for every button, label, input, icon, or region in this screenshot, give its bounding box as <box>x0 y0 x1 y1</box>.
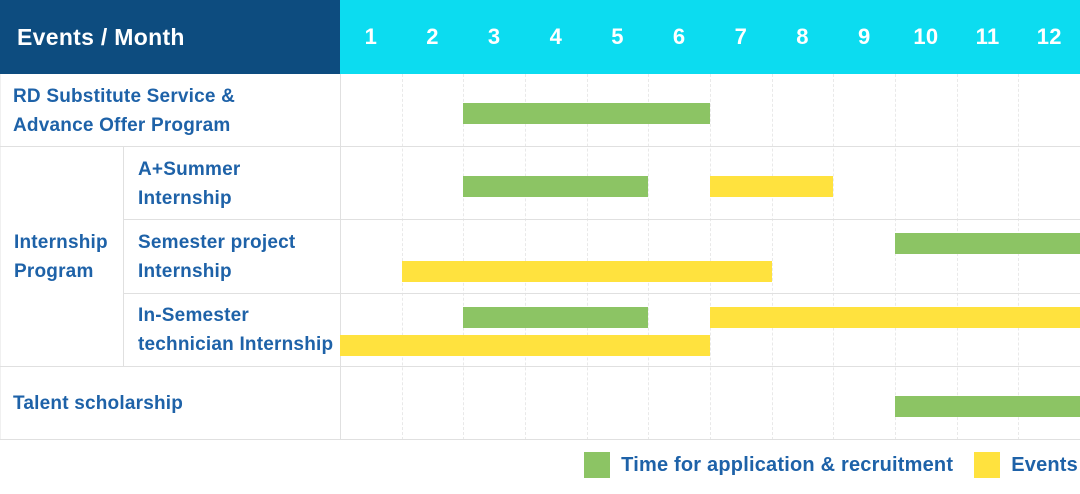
month-gridline <box>895 74 896 440</box>
gantt-bar-application <box>895 395 1080 417</box>
row-label: RD Substitute Service & Advance Offer Pr… <box>0 74 340 147</box>
month-gridline <box>1018 74 1020 440</box>
month-header-cell: 7 <box>734 24 748 49</box>
month-header-cell: 2 <box>426 24 439 49</box>
row-label-text: Talent scholarship <box>13 392 184 414</box>
month-header-row: 1 2 3 4 5 6 7 8 9 10 11 12 <box>340 0 1080 74</box>
month-header-cell: 11 <box>975 24 1000 49</box>
gantt-bar-events <box>710 176 834 198</box>
gantt-bar-application <box>463 176 649 198</box>
month-gridline <box>525 74 526 440</box>
legend-label: Time for application & recruitment <box>621 453 954 476</box>
gantt-bar-application <box>463 306 649 328</box>
row-divider <box>0 146 1080 148</box>
gantt-bar-events <box>710 306 1080 328</box>
page-title: Events / Month <box>17 23 185 50</box>
month-gridline <box>648 74 650 440</box>
row-divider <box>124 292 1080 294</box>
row-label: A+Summer Internship <box>124 147 340 220</box>
table-header-title: Events / Month <box>0 0 340 74</box>
row-label-text: RD Substitute Service & Advance Offer Pr… <box>13 85 236 136</box>
gantt-bar-events <box>340 334 710 356</box>
label-chart-divider <box>340 74 341 440</box>
legend-label: Events <box>1011 453 1078 476</box>
month-header-cell: 5 <box>611 24 624 49</box>
gantt-bar-application <box>895 233 1080 255</box>
gantt-bar-application <box>463 103 710 124</box>
table-left-border <box>0 74 1 440</box>
month-gridline <box>710 74 711 440</box>
gantt-bar-events <box>401 261 772 283</box>
month-header-cell: 1 <box>364 24 378 49</box>
row-label: Semester project Internship <box>124 220 340 293</box>
row-label-text: A+Summer Internship <box>138 158 241 209</box>
month-gridline <box>833 74 835 440</box>
month-header-cell: 3 <box>487 24 501 49</box>
month-gridline <box>401 74 403 440</box>
row-divider <box>0 365 1080 367</box>
legend-item-application: Time for application & recruitment <box>584 452 953 478</box>
row-label-text: In-Semester technician Internship <box>138 305 334 356</box>
month-gridline <box>771 74 773 440</box>
group-label: Internship Program <box>0 147 124 367</box>
legend-swatch-events-icon <box>974 452 1001 478</box>
row-divider <box>0 439 1080 440</box>
month-header-cell: 4 <box>549 24 563 49</box>
row-label: In-Semester technician Internship <box>124 294 340 367</box>
month-gridline <box>463 74 465 440</box>
legend: Time for application & recruitment Events <box>563 452 1078 478</box>
month-header-cell: 12 <box>1036 24 1062 49</box>
row-divider <box>124 219 1080 221</box>
month-header-cell: 8 <box>796 24 809 49</box>
month-header-cell: 6 <box>672 24 686 49</box>
month-gridline <box>956 74 958 440</box>
legend-swatch-application-icon <box>584 452 611 478</box>
month-header-cell: 10 <box>913 24 939 49</box>
legend-item-events: Events <box>974 452 1078 478</box>
month-header-cell: 9 <box>857 24 871 49</box>
group-label-text: Internship Program <box>14 231 108 282</box>
row-label-text: Semester project Internship <box>138 231 296 282</box>
row-label: Talent scholarship <box>0 367 340 440</box>
month-gridline <box>586 74 588 440</box>
